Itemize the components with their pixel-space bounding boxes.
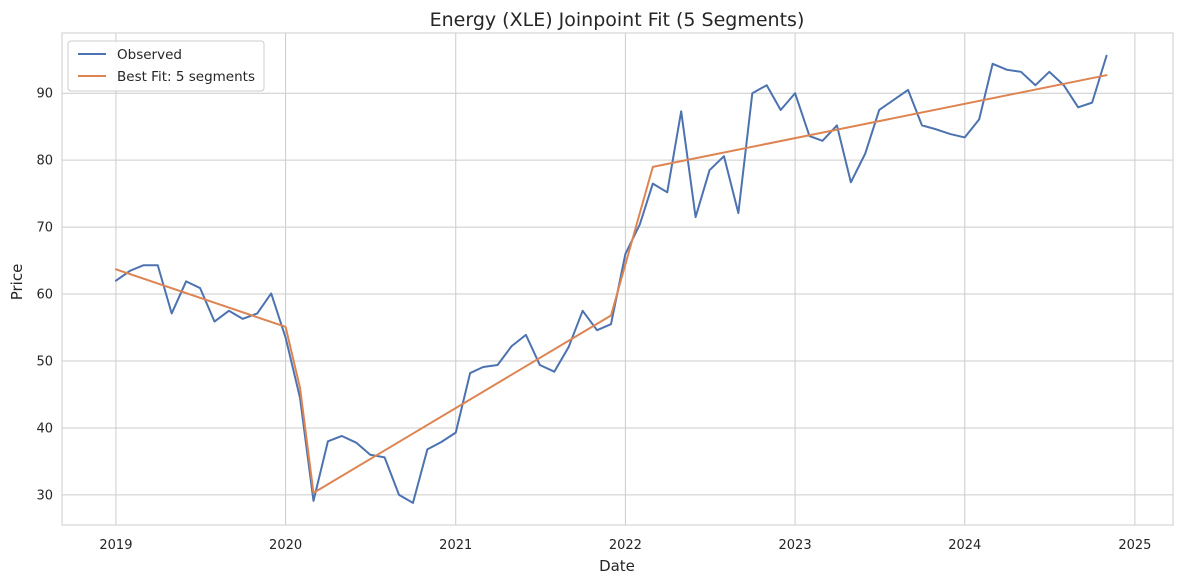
x-tick-label: 2019 (99, 538, 132, 553)
y-tick-label: 80 (36, 154, 53, 169)
legend-label-observed: Observed (117, 47, 182, 63)
y-tick-label: 70 (36, 221, 53, 236)
gridlines (61, 32, 1174, 526)
chart-title: Energy (XLE) Joinpoint Fit (5 Segments) (430, 9, 805, 31)
series-line-best-fit-5-segments (114, 74, 1108, 494)
x-tick-label: 2025 (1118, 538, 1151, 553)
legend: Observed Best Fit: 5 segments (67, 40, 265, 92)
x-tick-label: 2020 (269, 538, 302, 553)
x-tick-label: 2021 (439, 538, 472, 553)
y-tick-label: 60 (36, 288, 53, 303)
legend-box (67, 40, 265, 92)
x-tick-label: 2023 (779, 538, 812, 553)
y-axis-label: Price (8, 264, 26, 301)
tick-labels: 30 40 50 60 70 80 90 2019 2020 2021 2022 2023 2024 20… (36, 87, 1151, 553)
x-tick-label: 2022 (609, 538, 642, 553)
legend-label-best-fit: Best Fit: 5 segments (117, 69, 255, 85)
series-lines (114, 54, 1108, 504)
y-tick-label: 90 (36, 87, 53, 102)
x-tick-label: 2024 (948, 538, 981, 553)
y-tick-label: 50 (36, 355, 53, 370)
series-line-observed (114, 54, 1108, 504)
x-axis-label: Date (599, 557, 635, 575)
y-tick-label: 30 (36, 488, 53, 503)
plot-frame (61, 32, 1174, 526)
y-tick-label: 40 (36, 421, 53, 436)
